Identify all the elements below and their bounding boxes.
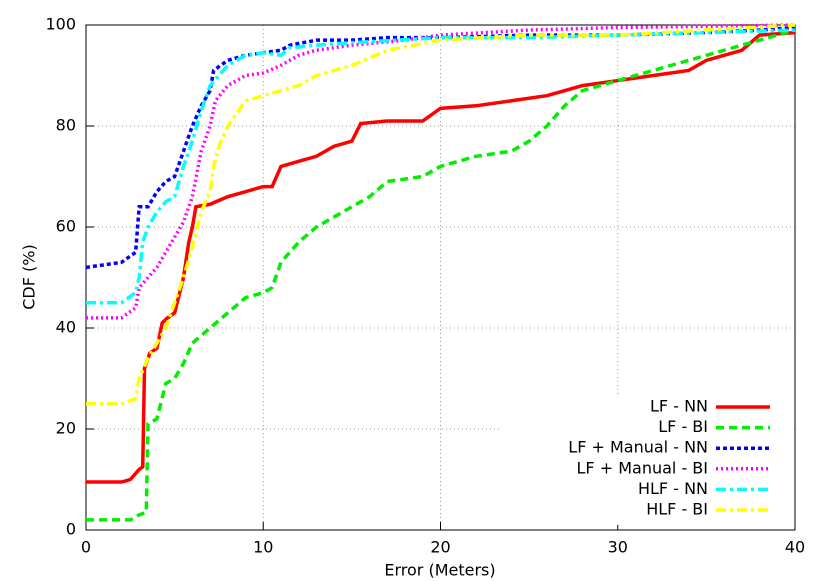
x-axis-label: Error (Meters) — [384, 561, 495, 580]
legend-background — [500, 395, 794, 525]
legend-label: HLF - NN — [638, 479, 708, 498]
x-tick-label: 40 — [785, 538, 805, 557]
y-axis-label: CDF (%) — [20, 244, 39, 309]
x-tick-label: 20 — [430, 538, 450, 557]
legend-label: LF - NN — [650, 397, 708, 416]
x-tick-label: 0 — [81, 538, 91, 557]
series-line — [86, 23, 796, 320]
legend-label: LF + Manual - BI — [577, 458, 708, 477]
series-line — [86, 30, 796, 484]
y-tick-label: 0 — [66, 520, 76, 539]
y-tick-label: 40 — [56, 318, 76, 337]
y-tick-label: 60 — [56, 217, 76, 236]
y-tick-label: 20 — [56, 419, 76, 438]
legend-label: HLF - BI — [646, 500, 708, 519]
x-tick-label: 10 — [253, 538, 273, 557]
y-tick-label: 80 — [56, 116, 76, 135]
series-line — [86, 23, 796, 406]
legend-label: LF - BI — [658, 417, 708, 436]
legend-label: LF + Manual - NN — [568, 438, 708, 457]
y-tick-label: 100 — [45, 15, 76, 34]
plot-frame — [85, 24, 796, 531]
series-line — [86, 28, 796, 305]
x-tick-label: 30 — [608, 538, 628, 557]
